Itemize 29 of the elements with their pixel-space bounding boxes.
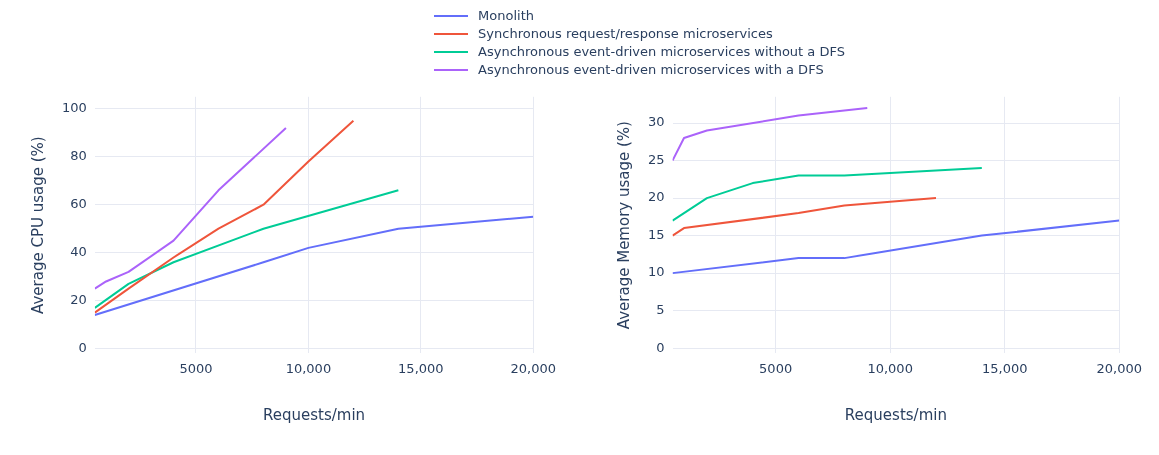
y-tick-label: 80 [70, 148, 87, 164]
y-tick-label: 100 [61, 100, 87, 116]
x-axis-title: Requests/min [844, 405, 947, 424]
x-tick-label: 5000 [179, 360, 213, 376]
y-tick-label: 40 [70, 244, 87, 260]
y-axis-title: Average CPU usage (%) [28, 136, 47, 314]
legend-label: Asynchronous event-driven microservices with a DFS [478, 62, 824, 77]
legend-label: Monolith [478, 8, 535, 23]
y-axis-title: Average Memory usage (%) [614, 121, 633, 330]
x-tick-label: 20,000 [1096, 360, 1143, 376]
y-tick-label: 0 [656, 339, 665, 355]
legend-label: Synchronous request/response microservices [478, 26, 773, 41]
y-tick-label: 20 [648, 189, 665, 205]
x-tick-label: 10,000 [285, 360, 332, 376]
x-tick-label: 15,000 [398, 360, 444, 376]
x-tick-label: 10,000 [867, 360, 913, 376]
y-tick-label: 5 [656, 302, 665, 318]
y-tick-label: 10 [648, 264, 665, 280]
y-tick-label: 30 [648, 114, 665, 130]
legend-label: Asynchronous event-driven microservices without a DFS [478, 44, 845, 59]
y-tick-label: 25 [648, 151, 665, 167]
x-axis-title: Requests/min [262, 405, 366, 424]
y-tick-label: 0 [78, 339, 87, 355]
x-tick-label: 5000 [759, 360, 793, 376]
y-tick-label: 20 [70, 292, 87, 308]
y-tick-label: 15 [648, 226, 665, 242]
x-tick-label: 20,000 [510, 360, 557, 376]
y-tick-label: 60 [70, 196, 87, 212]
x-tick-label: 15,000 [981, 360, 1028, 376]
